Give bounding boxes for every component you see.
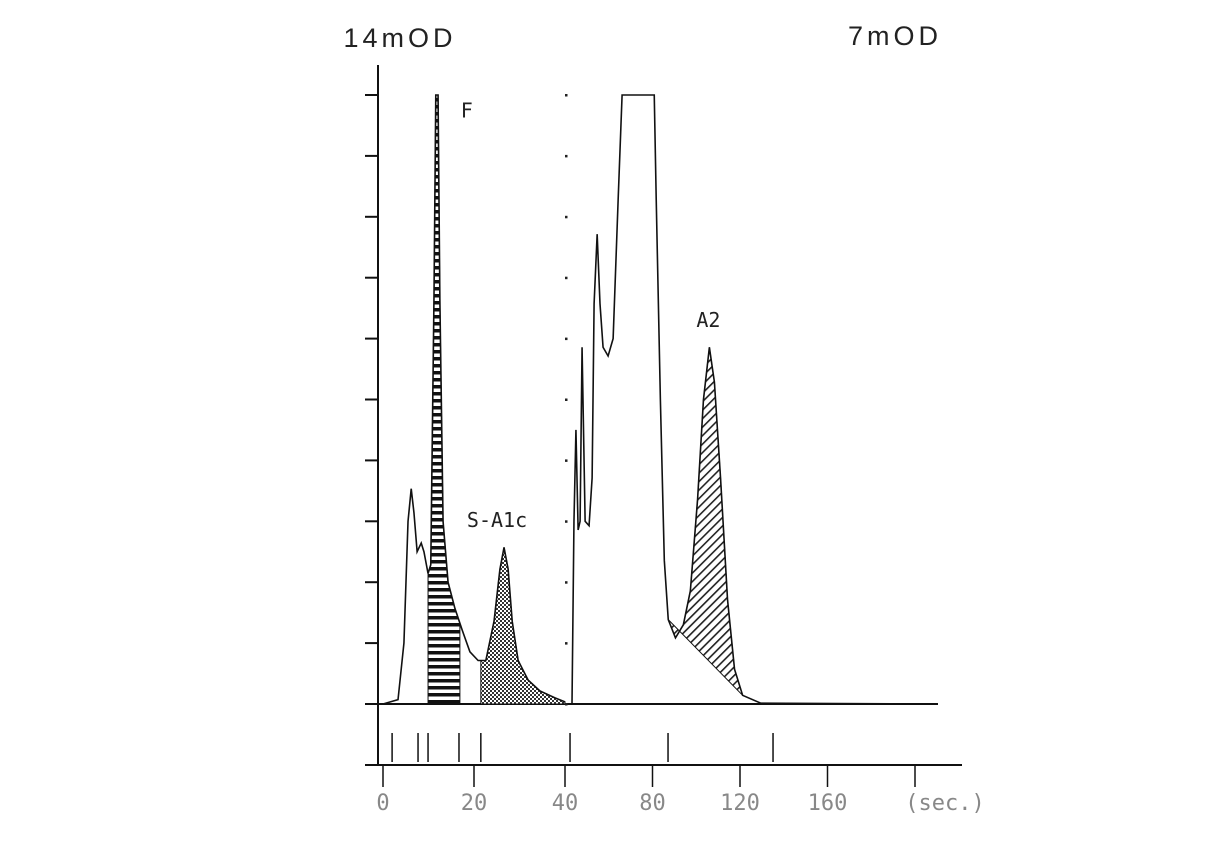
- x-tick-label: 120: [720, 791, 760, 816]
- y-tick-dot: [565, 94, 568, 97]
- y-tick-dot: [565, 459, 568, 462]
- x-tick-label: 80: [639, 791, 666, 816]
- peak-label: F: [461, 99, 473, 123]
- y-tick-dot: [565, 703, 568, 706]
- y-tick-dot: [565, 276, 568, 280]
- y-tick-dot: [565, 581, 568, 584]
- peak-label: A2: [696, 308, 720, 332]
- x-tick-label: 40: [552, 791, 579, 816]
- peak-label: S-A1c: [467, 508, 527, 532]
- x-axis-label: (sec.): [905, 791, 984, 816]
- trace: [382, 94, 566, 705]
- y-tick-dot: [565, 398, 568, 401]
- y-tick-dot: [565, 337, 568, 341]
- x-tick-label: 20: [461, 791, 488, 816]
- trace: [571, 94, 937, 705]
- left-scale-title: 14mOD: [343, 23, 456, 53]
- y-tick-dot: [565, 215, 568, 219]
- x-tick-label: 0: [376, 791, 389, 816]
- right-scale-title: 7mOD: [848, 21, 942, 51]
- y-tick-dot: [565, 520, 568, 523]
- x-tick-label: 160: [808, 791, 848, 816]
- y-tick-dot: [565, 642, 568, 645]
- y-tick-dot: [565, 154, 568, 158]
